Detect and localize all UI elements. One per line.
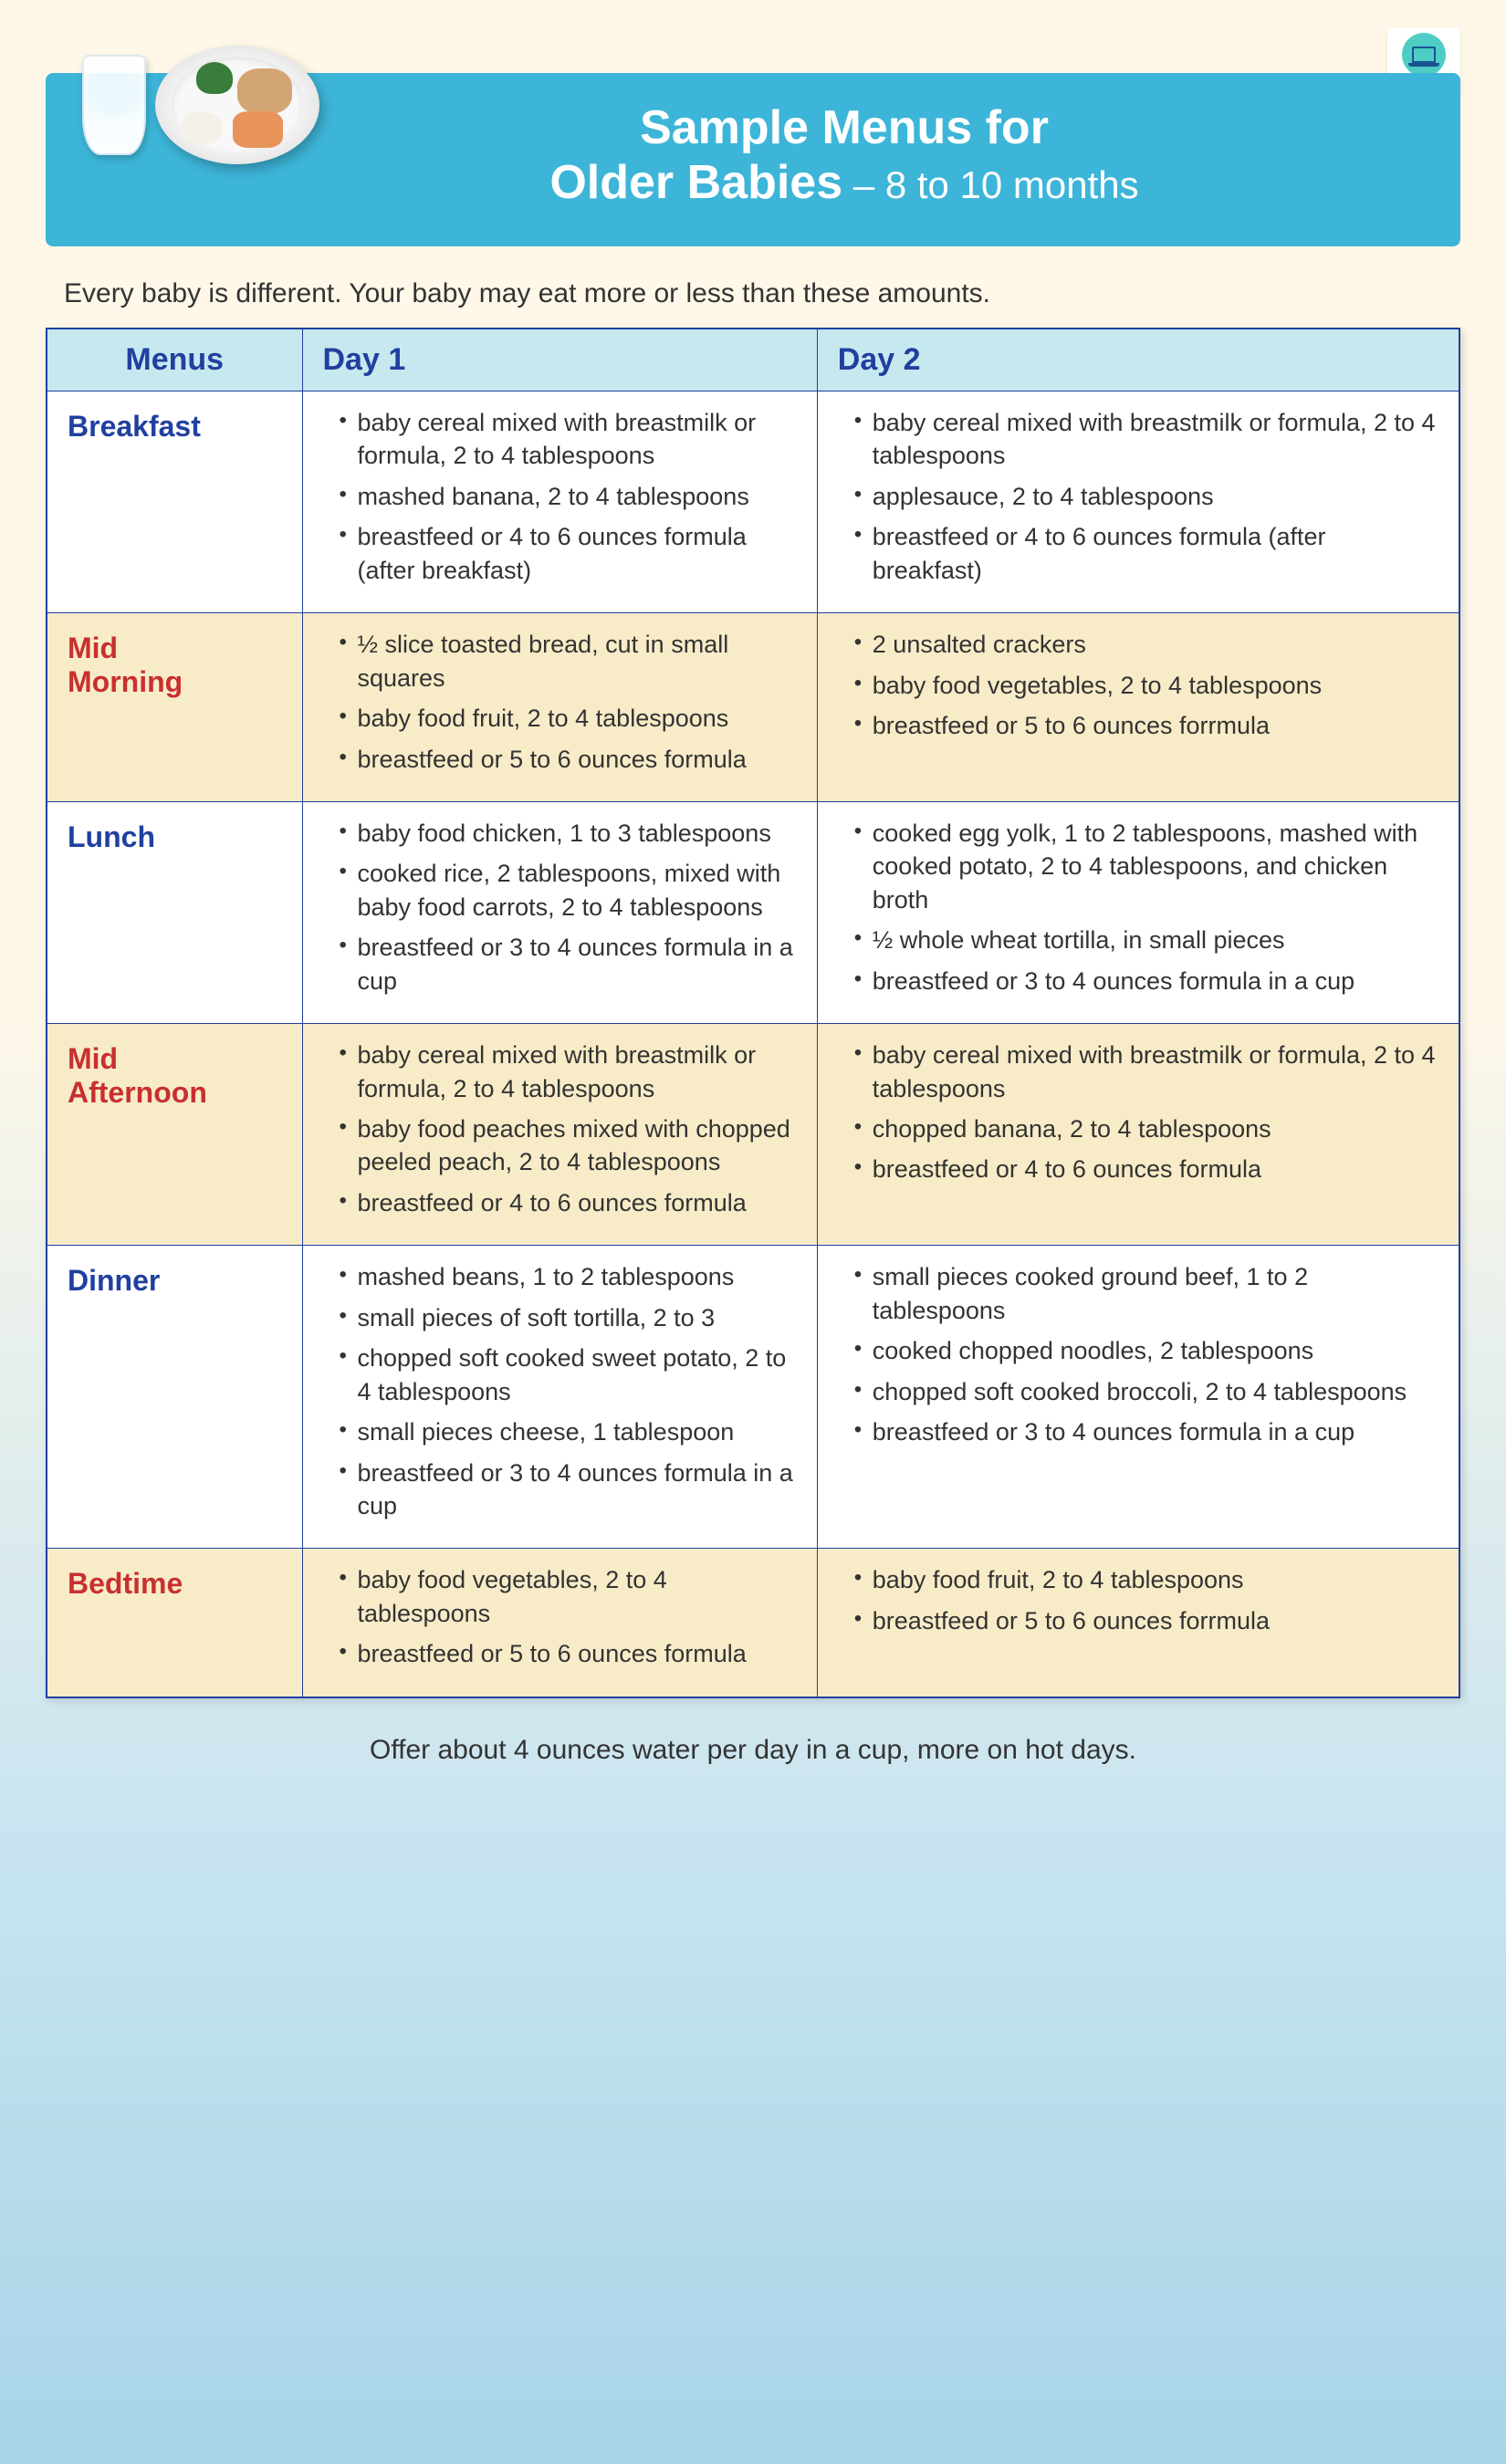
list-item: breastfeed or 5 to 6 ounces formula	[340, 1637, 797, 1670]
meal-items-day2: 2 unsalted crackers baby food vegetables,…	[817, 613, 1459, 802]
title-line1: Sample Menus for	[265, 100, 1424, 155]
list-item: breastfeed or 4 to 6 ounces formula (aft…	[854, 520, 1438, 587]
meal-items-day2: baby cereal mixed with breastmilk or for…	[817, 392, 1459, 613]
list-item: mashed banana, 2 to 4 tablespoons	[340, 480, 797, 513]
meal-name: Breakfast	[47, 392, 302, 613]
list-item: chopped soft cooked sweet potato, 2 to 4…	[340, 1342, 797, 1408]
meal-items-day1: ½ slice toasted bread, cut in small squa…	[302, 613, 817, 802]
table-row: MidMorning ½ slice toasted bread, cut in …	[47, 613, 1459, 802]
meal-items-day2: small pieces cooked ground beef, 1 to 2 …	[817, 1246, 1459, 1549]
table-row: Breakfast baby cereal mixed with breastmi…	[47, 392, 1459, 613]
meal-items-day1: baby cereal mixed with breastmilk or for…	[302, 1024, 817, 1246]
list-item: small pieces cooked ground beef, 1 to 2 …	[854, 1260, 1438, 1327]
list-item: mashed beans, 1 to 2 tablespoons	[340, 1260, 797, 1293]
list-item: breastfeed or 3 to 4 ounces formula in a…	[854, 1415, 1438, 1448]
meal-name: Bedtime	[47, 1549, 302, 1697]
list-item: breastfeed or 3 to 4 ounces formula in a…	[340, 1456, 797, 1523]
col-menus: Menus	[47, 329, 302, 392]
list-item: baby food fruit, 2 to 4 tablespoons	[854, 1563, 1438, 1596]
list-item: 2 unsalted crackers	[854, 628, 1438, 661]
header-banner: Sample Menus for Older Babies – 8 to 10 …	[46, 73, 1460, 246]
meal-items-day2: baby cereal mixed with breastmilk or for…	[817, 1024, 1459, 1246]
list-item: chopped soft cooked broccoli, 2 to 4 tab…	[854, 1375, 1438, 1408]
col-day1: Day 1	[302, 329, 817, 392]
list-item: ½ slice toasted bread, cut in small squa…	[340, 628, 797, 694]
logo-circle	[1402, 33, 1446, 77]
intro-text: Every baby is different. Your baby may e…	[64, 278, 1442, 309]
menu-table: Menus Day 1 Day 2 Breakfast baby cereal m…	[46, 328, 1460, 1698]
table-row: MidAfternoon baby cereal mixed with breas…	[47, 1024, 1459, 1246]
table-row: Dinner mashed beans, 1 to 2 tablespoons sm…	[47, 1246, 1459, 1549]
list-item: baby cereal mixed with breastmilk or for…	[340, 406, 797, 473]
list-item: breastfeed or 4 to 6 ounces formula	[854, 1153, 1438, 1185]
meal-name: Lunch	[47, 801, 302, 1023]
list-item: small pieces of soft tortilla, 2 to 3	[340, 1301, 797, 1334]
meal-items-day2: cooked egg yolk, 1 to 2 tablespoons, mas…	[817, 801, 1459, 1023]
milk-glass-icon	[82, 55, 146, 155]
col-day2: Day 2	[817, 329, 1459, 392]
meal-items-day1: baby cereal mixed with breastmilk or for…	[302, 392, 817, 613]
meal-items-day1: mashed beans, 1 to 2 tablespoons small pi…	[302, 1246, 817, 1549]
list-item: breastfeed or 5 to 6 ounces forrmula	[854, 1604, 1438, 1637]
list-item: baby food vegetables, 2 to 4 tablespoons	[854, 669, 1438, 702]
meal-name: MidMorning	[47, 613, 302, 802]
list-item: breastfeed or 3 to 4 ounces formula in a…	[854, 965, 1438, 997]
list-item: baby cereal mixed with breastmilk or for…	[854, 406, 1438, 473]
list-item: breastfeed or 5 to 6 ounces formula	[340, 743, 797, 776]
list-item: baby food peaches mixed with chopped pee…	[340, 1112, 797, 1179]
list-item: baby cereal mixed with breastmilk or for…	[340, 1039, 797, 1105]
laptop-icon	[1412, 47, 1436, 63]
list-item: baby food vegetables, 2 to 4 tablespoons	[340, 1563, 797, 1630]
list-item: small pieces cheese, 1 tablespoon	[340, 1415, 797, 1448]
food-plate-icon	[155, 46, 319, 164]
list-item: baby food chicken, 1 to 3 tablespoons	[340, 817, 797, 850]
list-item: applesauce, 2 to 4 tablespoons	[854, 480, 1438, 513]
list-item: chopped banana, 2 to 4 tablespoons	[854, 1112, 1438, 1145]
meal-name: MidAfternoon	[47, 1024, 302, 1246]
list-item: breastfeed or 3 to 4 ounces formula in a…	[340, 931, 797, 997]
title-line2-main: Older Babies	[549, 156, 842, 209]
list-item: breastfeed or 5 to 6 ounces forrmula	[854, 709, 1438, 742]
meal-items-day2: baby food fruit, 2 to 4 tablespoons breas…	[817, 1549, 1459, 1697]
list-item: cooked egg yolk, 1 to 2 tablespoons, mas…	[854, 817, 1438, 916]
footer-note: Offer about 4 ounces water per day in a …	[46, 1735, 1460, 1766]
list-item: cooked chopped noodles, 2 tablespoons	[854, 1334, 1438, 1367]
list-item: cooked rice, 2 tablespoons, mixed with b…	[340, 857, 797, 924]
meal-items-day1: baby food vegetables, 2 to 4 tablespoons…	[302, 1549, 817, 1697]
table-header-row: Menus Day 1 Day 2	[47, 329, 1459, 392]
list-item: breastfeed or 4 to 6 ounces formula	[340, 1186, 797, 1219]
table-row: Lunchbaby food chicken, 1 to 3 tablespoo…	[47, 801, 1459, 1023]
list-item: baby food fruit, 2 to 4 tablespoons	[340, 702, 797, 735]
list-item: ½ whole wheat tortilla, in small pieces	[854, 924, 1438, 956]
list-item: baby cereal mixed with breastmilk or for…	[854, 1039, 1438, 1105]
title-line2-sub: – 8 to 10 months	[842, 163, 1139, 206]
list-item: breastfeed or 4 to 6 ounces formula (aft…	[340, 520, 797, 587]
meal-name: Dinner	[47, 1246, 302, 1549]
table-row: Bedtimebaby food vegetables, 2 to 4 tabl…	[47, 1549, 1459, 1697]
meal-items-day1: baby food chicken, 1 to 3 tablespoons coo…	[302, 801, 817, 1023]
food-illustration	[82, 46, 319, 164]
